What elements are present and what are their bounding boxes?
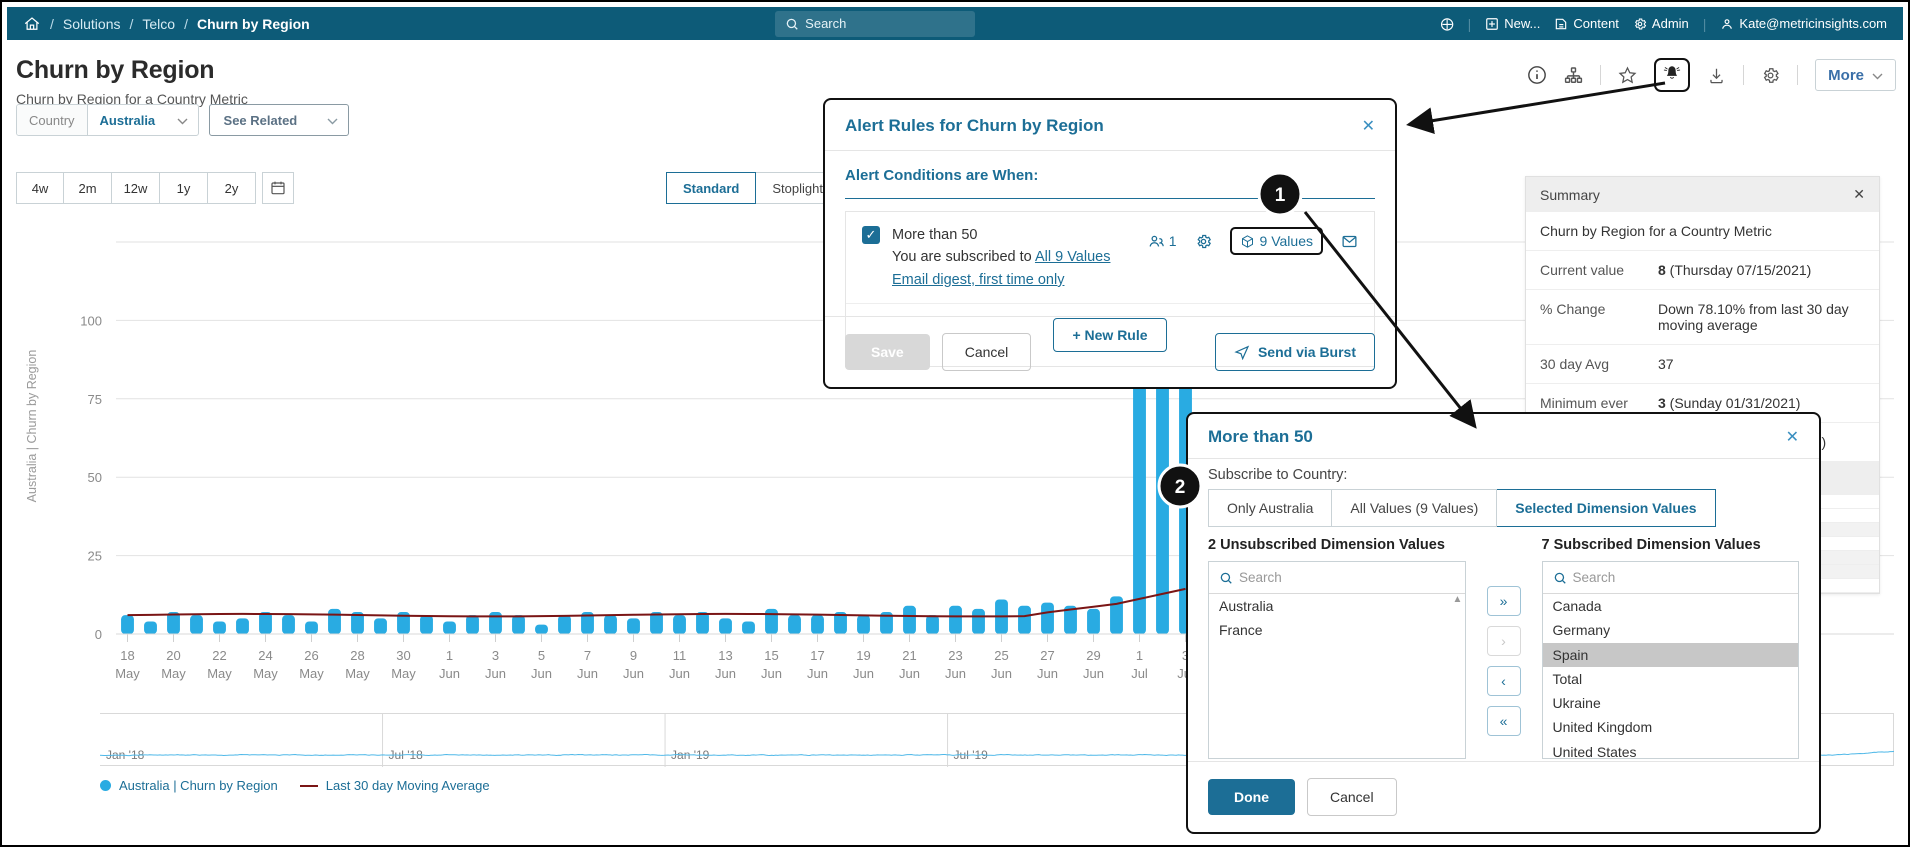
- svg-text:0: 0: [95, 627, 102, 642]
- svg-text:Jun: Jun: [623, 666, 644, 681]
- svg-text:28: 28: [350, 648, 364, 663]
- svg-text:Jun: Jun: [945, 666, 966, 681]
- svg-text:Jun: Jun: [853, 666, 874, 681]
- svg-text:Jun: Jun: [715, 666, 736, 681]
- svg-text:Jun: Jun: [991, 666, 1012, 681]
- svg-text:May: May: [391, 666, 416, 681]
- svg-text:May: May: [207, 666, 232, 681]
- svg-text:75: 75: [88, 392, 102, 407]
- svg-text:May: May: [253, 666, 278, 681]
- svg-text:15: 15: [764, 648, 778, 663]
- svg-text:13: 13: [718, 648, 732, 663]
- svg-text:25: 25: [88, 549, 102, 564]
- svg-text:20: 20: [166, 648, 180, 663]
- svg-text:Jun: Jun: [531, 666, 552, 681]
- svg-text:Jun: Jun: [485, 666, 506, 681]
- svg-text:30: 30: [396, 648, 410, 663]
- svg-text:Jun: Jun: [439, 666, 460, 681]
- svg-text:100: 100: [80, 313, 102, 328]
- svg-text:Jun: Jun: [899, 666, 920, 681]
- svg-text:22: 22: [212, 648, 226, 663]
- svg-text:Jun: Jun: [1083, 666, 1104, 681]
- svg-text:5: 5: [538, 648, 545, 663]
- svg-text:27: 27: [1040, 648, 1054, 663]
- svg-text:7: 7: [584, 648, 591, 663]
- svg-text:3: 3: [492, 648, 499, 663]
- svg-text:May: May: [161, 666, 186, 681]
- svg-text:1: 1: [446, 648, 453, 663]
- svg-text:Jun: Jun: [761, 666, 782, 681]
- svg-text:Jul: Jul: [1131, 666, 1148, 681]
- svg-text:24: 24: [258, 648, 272, 663]
- svg-text:May: May: [299, 666, 324, 681]
- svg-text:50: 50: [88, 470, 102, 485]
- svg-text:18: 18: [120, 648, 134, 663]
- svg-text:Jun: Jun: [1037, 666, 1058, 681]
- svg-text:21: 21: [902, 648, 916, 663]
- svg-text:Jun: Jun: [669, 666, 690, 681]
- svg-text:May: May: [115, 666, 140, 681]
- svg-text:May: May: [345, 666, 370, 681]
- svg-text:25: 25: [994, 648, 1008, 663]
- svg-text:Jun: Jun: [577, 666, 598, 681]
- svg-text:26: 26: [304, 648, 318, 663]
- svg-text:17: 17: [810, 648, 824, 663]
- svg-text:Jun: Jun: [807, 666, 828, 681]
- svg-text:9: 9: [630, 648, 637, 663]
- svg-text:Australia | Churn by Region: Australia | Churn by Region: [25, 350, 39, 503]
- svg-text:23: 23: [948, 648, 962, 663]
- svg-text:29: 29: [1086, 648, 1100, 663]
- svg-text:11: 11: [673, 648, 687, 663]
- svg-text:1: 1: [1136, 648, 1143, 663]
- svg-text:19: 19: [856, 648, 870, 663]
